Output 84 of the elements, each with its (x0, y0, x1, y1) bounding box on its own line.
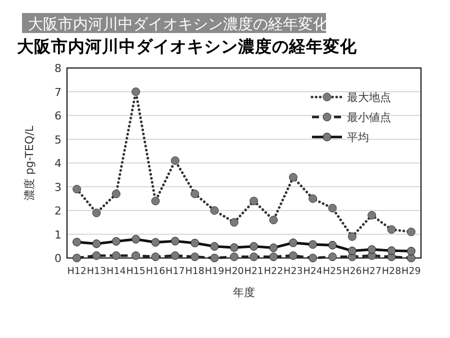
x-tick-label: H23 (284, 266, 303, 277)
x-tick-label: H21 (244, 266, 264, 277)
point (92, 208, 101, 218)
x-tick-label: H24 (303, 266, 322, 277)
point (112, 237, 120, 246)
point (387, 225, 396, 234)
y-tick-label: 1 (54, 228, 62, 242)
point (368, 245, 376, 254)
point (308, 194, 318, 203)
point (250, 196, 258, 206)
point (288, 251, 298, 260)
point (308, 254, 318, 262)
point (72, 238, 82, 246)
point (72, 184, 82, 194)
point (250, 252, 258, 262)
point (230, 252, 238, 262)
x-axis-title: 年度 (233, 286, 255, 299)
point (151, 238, 160, 247)
point (348, 232, 356, 241)
y-tick-label: 4 (54, 157, 62, 170)
y-axis-title: 濃度 pg-TEQ/L (23, 124, 36, 200)
point (170, 251, 180, 260)
point (132, 251, 140, 260)
legend-label: 最大地点 (347, 91, 391, 104)
y-tick-label: 3 (54, 180, 62, 194)
y-tick-label: 8 (54, 62, 62, 75)
point (406, 246, 416, 256)
point (151, 196, 160, 206)
point (387, 246, 396, 255)
point (406, 228, 416, 236)
point (288, 238, 298, 248)
legend-label: 平均 (347, 131, 369, 144)
x-tick-label: H17 (166, 266, 185, 277)
x-tick-label: H18 (185, 266, 204, 277)
x-tick-label: H27 (362, 266, 382, 277)
y-tick-label: 2 (54, 204, 62, 218)
x-tick-label: H16 (146, 266, 166, 277)
point (230, 243, 238, 252)
point (348, 246, 356, 256)
legend-label: 最小値点 (347, 111, 391, 124)
point (368, 211, 376, 220)
point (269, 216, 278, 224)
point (210, 242, 219, 251)
x-tick-label: H20 (224, 266, 244, 277)
point (406, 254, 416, 262)
x-tick-label: H12 (67, 266, 86, 277)
point (269, 252, 278, 262)
point (132, 88, 140, 96)
chart-subtitle: 大阪市内河川中ダイオキシン濃度の経年変化 (17, 37, 358, 56)
y-tick-label: 0 (54, 252, 62, 265)
x-tick-label: H19 (204, 266, 224, 277)
x-tick-label: H13 (86, 266, 106, 277)
y-tick-label: 6 (54, 110, 62, 122)
point (210, 254, 219, 262)
point (269, 244, 278, 252)
x-tick-label: H29 (402, 266, 421, 277)
point (210, 206, 219, 215)
point (151, 252, 160, 262)
y-tick-label: 7 (54, 86, 62, 99)
point (328, 240, 337, 250)
point (190, 190, 200, 198)
point (190, 238, 200, 248)
point (112, 251, 120, 260)
point (92, 251, 101, 260)
x-tick-label: H25 (322, 266, 342, 277)
point (230, 218, 238, 227)
x-tick-label: H22 (264, 266, 284, 277)
point (112, 190, 120, 198)
point (132, 234, 140, 244)
point (170, 156, 180, 165)
x-tick-label: H15 (126, 266, 146, 277)
point (190, 252, 200, 262)
point (288, 173, 298, 182)
point (328, 252, 337, 262)
point (92, 240, 101, 248)
point (308, 240, 318, 249)
x-tick-label: H28 (382, 266, 402, 277)
x-tick-label: H26 (342, 266, 362, 277)
y-tick-label: 5 (54, 133, 62, 146)
point (250, 242, 258, 251)
x-tick-label: H14 (106, 266, 126, 277)
point (170, 236, 180, 246)
point (72, 254, 82, 262)
point (328, 204, 337, 212)
